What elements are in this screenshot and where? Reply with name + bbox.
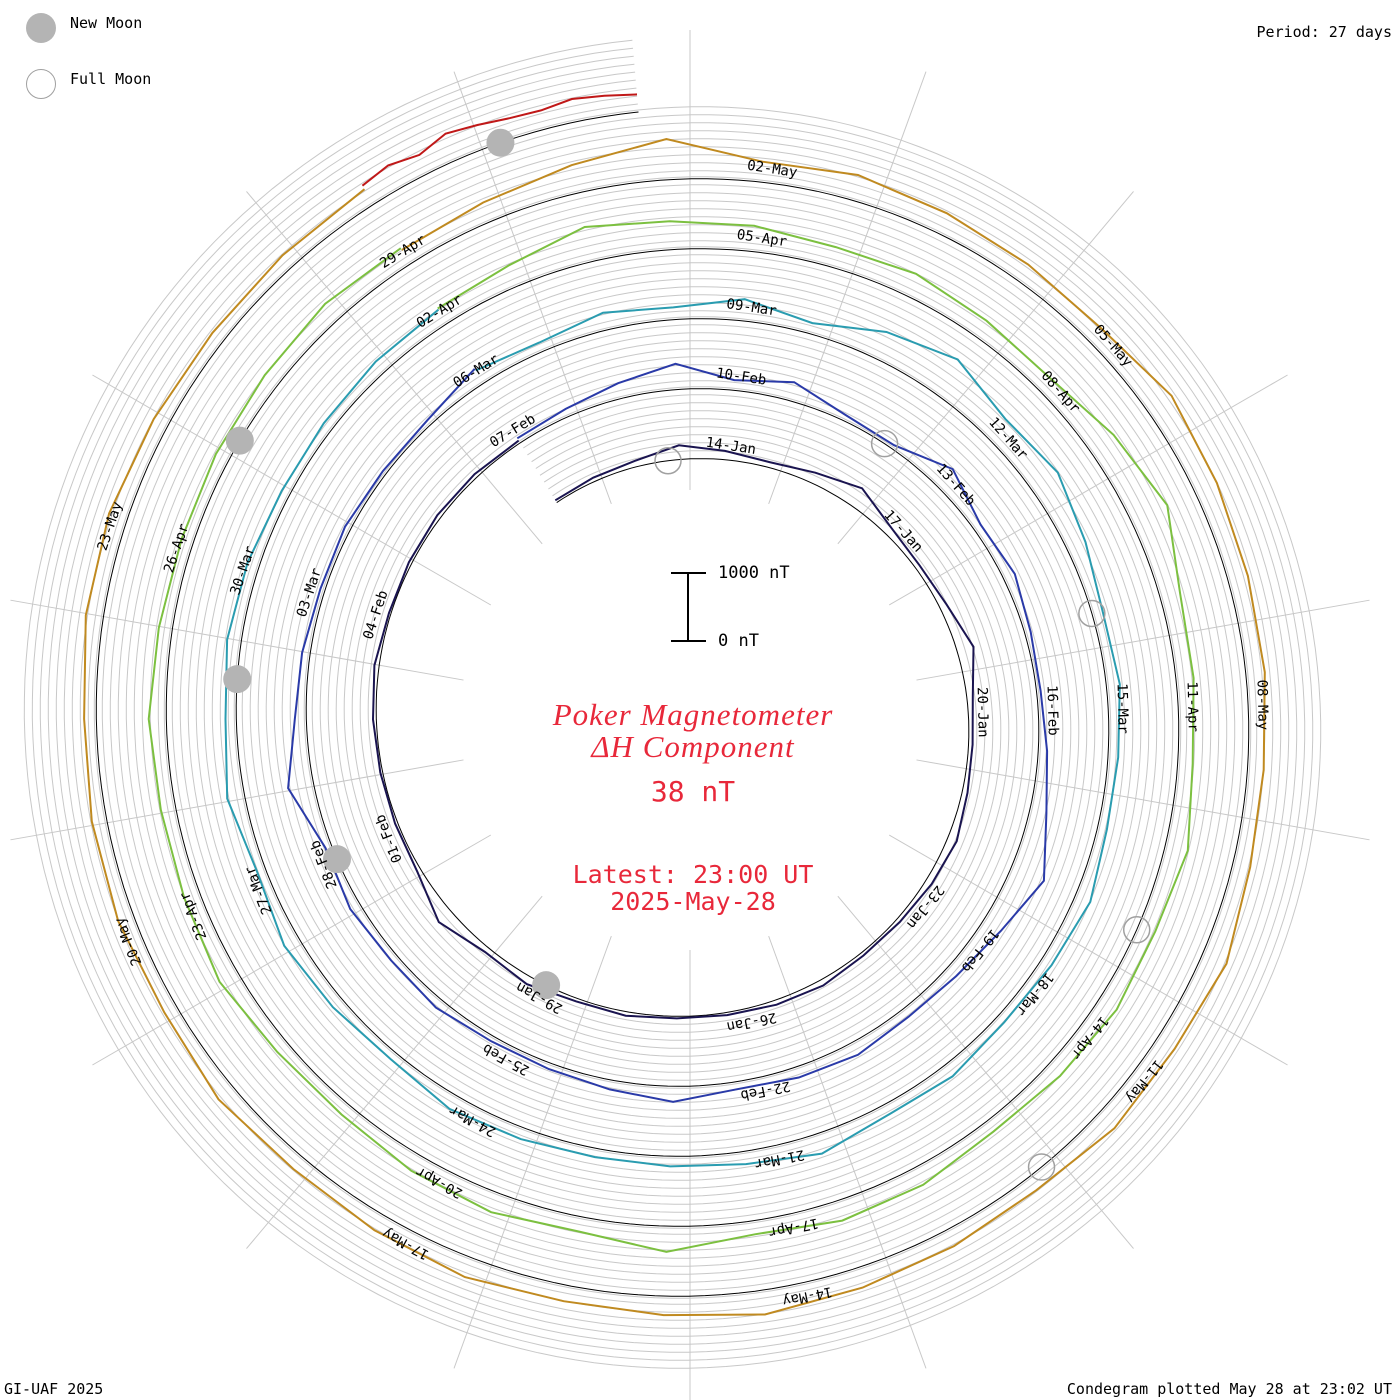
new-moon-marker [532, 971, 561, 1000]
grid-spoke [453, 71, 612, 505]
day-label: 14-May [781, 1283, 834, 1309]
series-line-6 [361, 93, 638, 187]
grid-spoke [92, 374, 492, 606]
scale-top-label: 1000 nT [718, 563, 790, 583]
full-moon-legend-label: Full Moon [70, 70, 152, 88]
grid-ring [55, 71, 1290, 1337]
chart-subtitle: ΔH Component [591, 729, 795, 764]
grid-spoke [246, 191, 543, 545]
full-moon-marker [1027, 1153, 1056, 1181]
grid-spoke [888, 834, 1288, 1066]
scale-bar [671, 572, 706, 642]
grid-rings [23, 39, 1322, 1369]
new-moon-marker [486, 128, 515, 157]
grid-spokes [10, 30, 1370, 1400]
grid-spoke [837, 191, 1134, 545]
grid-ring [31, 47, 1314, 1361]
day-label: 14-Jan [705, 435, 757, 458]
day-label: 16-Feb [1043, 685, 1060, 736]
day-label: 17-Jan [880, 507, 925, 555]
day-label: 08-May [1253, 679, 1270, 730]
series-line-4 [147, 220, 1195, 1253]
period-label: Period: 27 days [1256, 23, 1392, 41]
grid-spoke [768, 935, 927, 1369]
grid-ring [63, 79, 1282, 1329]
footer-plot-time: Condegram plotted May 28 at 23:02 UT [1066, 1380, 1392, 1398]
day-label: 26-Jan [725, 1009, 778, 1035]
moon-markers [223, 128, 1151, 1181]
grid-spoke [246, 895, 543, 1249]
grid-spoke [92, 834, 492, 1066]
full-moon-marker [1078, 599, 1106, 628]
current-value: 38 nT [650, 775, 736, 808]
chart-title: Poker Magnetometer [552, 697, 834, 732]
grid-ring [47, 63, 1298, 1345]
grid-spoke [888, 374, 1288, 606]
full-moon-marker [654, 446, 682, 475]
scale-bottom-label: 0 nT [718, 631, 759, 651]
day-label: 17-Apr [767, 1214, 820, 1240]
day-label: 10-Feb [715, 365, 767, 388]
series-group [83, 93, 1266, 1317]
grid-ring [71, 87, 1274, 1321]
grid-spoke [10, 759, 464, 841]
series-line-2 [287, 362, 1049, 1103]
grid-spoke [768, 71, 927, 505]
grid-ring [39, 55, 1306, 1353]
grid-spoke [916, 759, 1370, 841]
full-moon-marker [870, 429, 899, 458]
new-moon-marker [223, 665, 252, 694]
grid-spoke [916, 599, 1370, 681]
new-moon-legend-label: New Moon [70, 14, 143, 32]
grid-spoke [837, 895, 1134, 1249]
latest-time: Latest: 23:00 UT [572, 860, 814, 889]
grid-ring [23, 39, 1322, 1369]
day-label: 20-Jan [974, 687, 991, 738]
day-label: 13-Feb [933, 461, 978, 509]
new-moon-marker [322, 845, 351, 874]
full-moon-marker [1122, 916, 1151, 944]
day-label: 22-Feb [739, 1077, 792, 1103]
series-line-5 [83, 137, 1266, 1317]
footer-credit: GI-UAF 2025 [4, 1380, 104, 1398]
baseline-spiral [95, 111, 1250, 1297]
day-label: 21-Mar [753, 1146, 806, 1172]
series-line-3 [224, 298, 1121, 1168]
grid-ring [79, 95, 1266, 1313]
day-label: 02-May [746, 158, 798, 181]
grid-spoke [453, 935, 612, 1369]
baseline-circles [95, 111, 1250, 1297]
day-label: 09-Mar [725, 296, 777, 319]
series-line-1 [371, 439, 975, 1020]
grid-ring [87, 103, 1258, 1305]
day-label: 05-Apr [736, 227, 788, 250]
new-moon-marker [225, 426, 254, 455]
day-label: 11-Apr [1183, 681, 1200, 732]
full-moon-legend-icon [26, 69, 56, 99]
latest-date: 2025-May-28 [610, 887, 776, 916]
new-moon-legend-icon [26, 13, 56, 43]
day-label: 15-Mar [1114, 683, 1131, 734]
